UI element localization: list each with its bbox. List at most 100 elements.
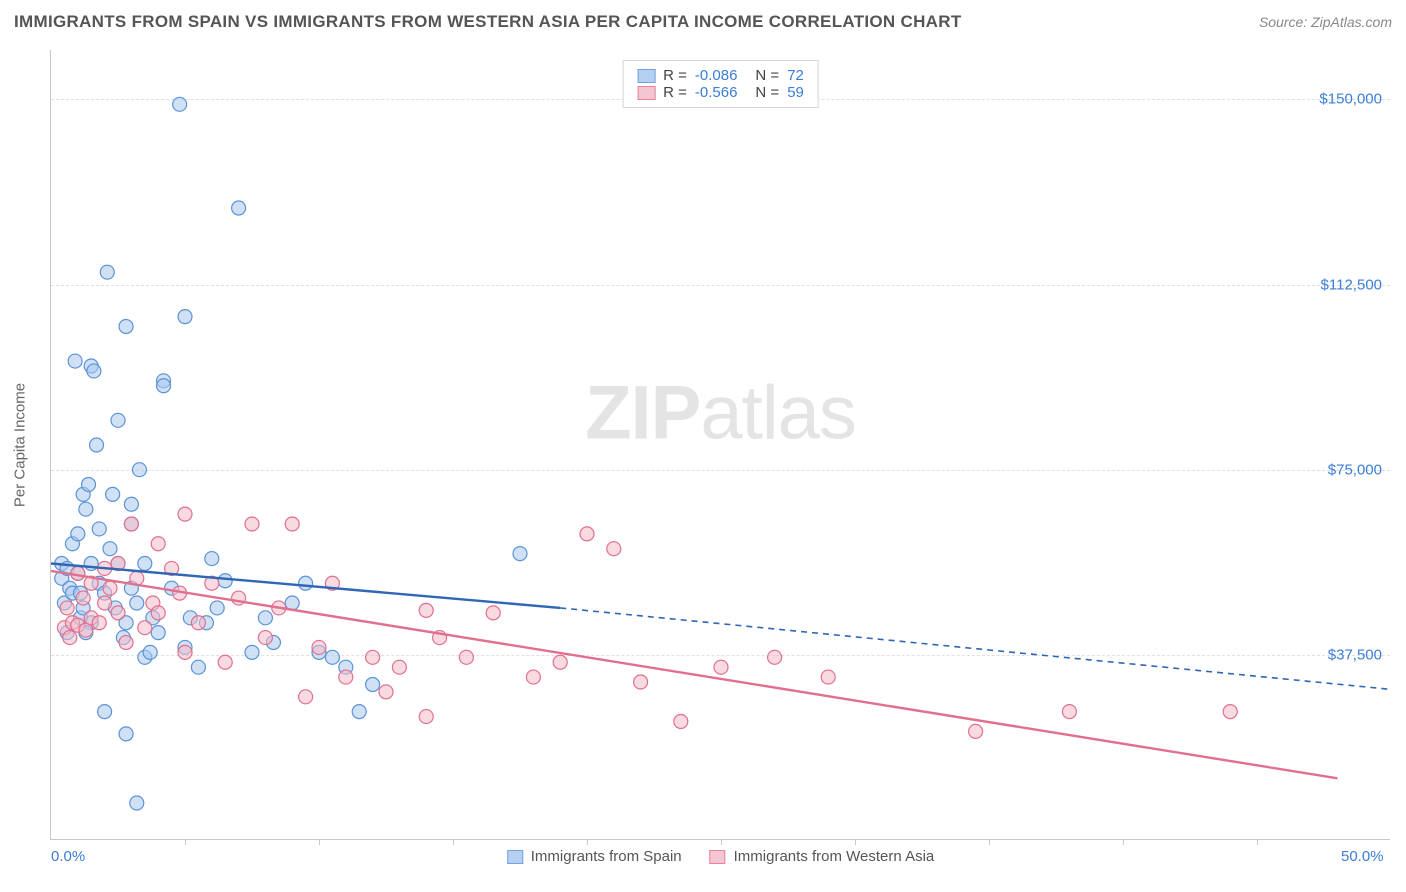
data-point (100, 265, 114, 279)
data-point (151, 626, 165, 640)
data-point (138, 621, 152, 635)
legend-swatch (637, 86, 655, 100)
data-point (607, 542, 621, 556)
series-legend: Immigrants from Spain Immigrants from Wes… (507, 848, 935, 865)
x-tick-minor (989, 839, 990, 845)
data-point (103, 581, 117, 595)
data-point (178, 507, 192, 521)
data-point (299, 576, 313, 590)
data-point (218, 655, 232, 669)
data-point (111, 413, 125, 427)
data-point (173, 97, 187, 111)
x-tick-minor (1257, 839, 1258, 845)
data-point (210, 601, 224, 615)
data-point (419, 710, 433, 724)
data-point (130, 596, 144, 610)
data-point (106, 487, 120, 501)
data-point (258, 631, 272, 645)
data-point (111, 606, 125, 620)
chart-title: IMMIGRANTS FROM SPAIN VS IMMIGRANTS FROM… (14, 12, 962, 32)
data-point (103, 542, 117, 556)
data-point (82, 478, 96, 492)
data-point (151, 537, 165, 551)
series-legend-item: Immigrants from Western Asia (710, 848, 935, 865)
data-point (366, 650, 380, 664)
data-point (580, 527, 594, 541)
data-point (352, 705, 366, 719)
data-point (60, 601, 74, 615)
correlation-legend-row: R = -0.566 N = 59 (637, 84, 804, 101)
x-tick-label: 50.0% (1341, 848, 1384, 865)
correlation-legend-row: R = -0.086N = 72 (637, 67, 804, 84)
legend-r-value: -0.086 (695, 67, 738, 84)
data-point (392, 660, 406, 674)
data-point (90, 438, 104, 452)
data-point (1223, 705, 1237, 719)
data-point (205, 552, 219, 566)
x-tick-minor (721, 839, 722, 845)
legend-r-label: R = (663, 67, 687, 84)
legend-swatch (710, 850, 726, 864)
legend-swatch (637, 69, 655, 83)
data-point (526, 670, 540, 684)
trend-line (51, 571, 1337, 778)
data-point (68, 354, 82, 368)
x-tick-minor (587, 839, 588, 845)
x-tick-minor (453, 839, 454, 845)
legend-r-label: R = (663, 84, 687, 101)
data-point (339, 670, 353, 684)
data-point (132, 463, 146, 477)
data-point (821, 670, 835, 684)
data-point (92, 522, 106, 536)
data-point (513, 547, 527, 561)
series-legend-item: Immigrants from Spain (507, 848, 682, 865)
data-point (1062, 705, 1076, 719)
data-point (124, 497, 138, 511)
data-point (71, 527, 85, 541)
data-point (674, 715, 688, 729)
data-point (419, 603, 433, 617)
data-point (312, 640, 326, 654)
data-point (119, 727, 133, 741)
data-point (366, 677, 380, 691)
data-point (969, 724, 983, 738)
data-point (325, 650, 339, 664)
series-legend-label: Immigrants from Western Asia (734, 848, 935, 865)
data-point (151, 606, 165, 620)
data-point (459, 650, 473, 664)
data-point (79, 502, 93, 516)
data-point (218, 574, 232, 588)
chart-svg (51, 50, 1390, 839)
data-point (98, 596, 112, 610)
data-point (258, 611, 272, 625)
trend-line-extrapolated (560, 608, 1391, 689)
y-axis-label: Per Capita Income (12, 383, 29, 507)
data-point (119, 636, 133, 650)
data-point (486, 606, 500, 620)
series-legend-label: Immigrants from Spain (531, 848, 682, 865)
data-point (124, 517, 138, 531)
legend-swatch (507, 850, 523, 864)
source-attribution: Source: ZipAtlas.com (1259, 14, 1392, 30)
legend-n-label: N = (755, 84, 779, 101)
correlation-legend: R = -0.086N = 72R = -0.566 N = 59 (622, 60, 819, 108)
data-point (130, 796, 144, 810)
data-point (191, 660, 205, 674)
x-tick-minor (185, 839, 186, 845)
data-point (157, 379, 171, 393)
data-point (98, 705, 112, 719)
data-point (299, 690, 313, 704)
data-point (245, 517, 259, 531)
legend-r-value: -0.566 (695, 84, 738, 101)
data-point (87, 364, 101, 378)
data-point (76, 591, 90, 605)
data-point (178, 310, 192, 324)
data-point (245, 645, 259, 659)
data-point (143, 645, 157, 659)
legend-n-value: 59 (787, 84, 804, 101)
x-tick-minor (855, 839, 856, 845)
plot-area: ZIPatlas $37,500$75,000$112,500$150,000 … (50, 50, 1390, 840)
x-tick-label: 0.0% (51, 848, 85, 865)
data-point (768, 650, 782, 664)
x-tick-minor (319, 839, 320, 845)
